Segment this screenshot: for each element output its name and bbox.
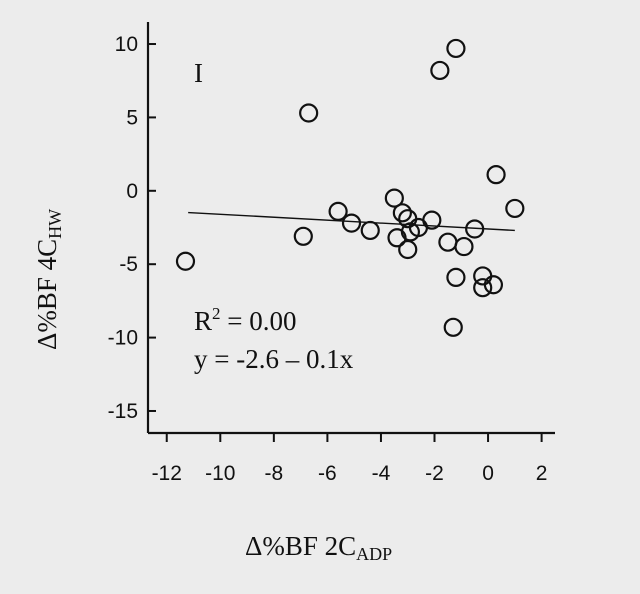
- y-tick-label: 0: [126, 180, 138, 203]
- data-point: [392, 203, 412, 223]
- x-tick-label: 2: [536, 462, 548, 485]
- x-tick-label: -12: [152, 462, 182, 485]
- data-point: [398, 239, 418, 260]
- data-point: [384, 188, 404, 208]
- y-tick-label: -15: [108, 400, 138, 423]
- data-point: [446, 38, 466, 59]
- y-axis-label-sub: HW: [45, 209, 65, 239]
- data-point: [360, 220, 380, 241]
- data-points: [175, 38, 525, 337]
- r-squared-annotation: R2 = 0.00: [194, 304, 297, 336]
- x-ticks: -12 -10 -8 -6 -4 -2 0 2: [152, 433, 548, 485]
- x-axis-label: Δ%BF 2CADP: [245, 531, 392, 564]
- x-tick-label: -10: [205, 462, 235, 485]
- data-point: [341, 213, 362, 233]
- x-tick-label: 0: [482, 462, 494, 485]
- data-point: [328, 201, 348, 221]
- data-point: [443, 317, 463, 337]
- x-tick-label: -2: [425, 462, 444, 485]
- y-ticks: -15 -10 -5 0 5 10: [108, 33, 156, 423]
- data-point: [299, 103, 319, 123]
- data-point: [438, 232, 458, 252]
- x-axis-label-sub: ADP: [356, 544, 392, 564]
- y-tick-label: 5: [126, 106, 138, 129]
- data-point: [446, 267, 466, 288]
- panel-label: I: [194, 58, 203, 88]
- x-tick-label: -8: [265, 462, 284, 485]
- data-point: [175, 251, 196, 271]
- data-point: [422, 210, 442, 230]
- fit-line: [188, 211, 515, 232]
- y-tick-label: -5: [119, 253, 138, 276]
- x-tick-label: -6: [318, 462, 337, 485]
- y-axis-label: Δ%BF 4CHW: [32, 209, 65, 350]
- data-point: [473, 278, 493, 298]
- y-tick-label: -10: [108, 327, 138, 350]
- data-point: [465, 219, 485, 239]
- y-axis-label-main: Δ%BF 4C: [32, 239, 62, 350]
- data-point: [483, 275, 504, 295]
- r2-base: R: [194, 306, 212, 336]
- equation-annotation: y = -2.6 – 0.1x: [194, 344, 354, 374]
- data-point: [486, 165, 506, 185]
- r2-value: = 0.00: [221, 306, 297, 336]
- y-tick-label: 10: [115, 33, 138, 56]
- x-tick-label: -4: [372, 462, 391, 485]
- r2-superscript: 2: [212, 304, 221, 323]
- x-axis-label-main: Δ%BF 2C: [245, 531, 356, 561]
- data-point: [430, 60, 450, 81]
- data-point: [505, 198, 525, 219]
- data-point: [454, 236, 474, 257]
- data-point: [293, 226, 313, 246]
